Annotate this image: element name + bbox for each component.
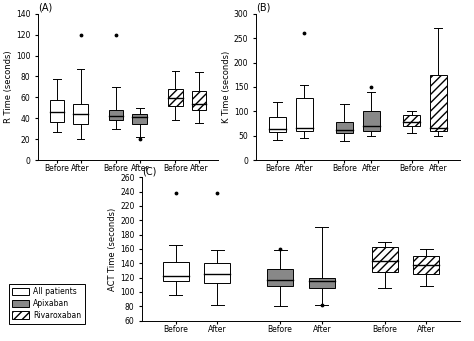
Bar bbox=[269, 117, 286, 132]
Bar bbox=[109, 110, 123, 120]
Text: (A): (A) bbox=[38, 3, 52, 13]
Bar bbox=[132, 114, 147, 123]
Y-axis label: K Time (seconds): K Time (seconds) bbox=[222, 51, 231, 123]
Bar bbox=[430, 75, 447, 131]
Bar bbox=[73, 104, 88, 123]
Text: (C): (C) bbox=[142, 166, 156, 177]
Bar bbox=[168, 89, 183, 106]
Bar bbox=[49, 100, 64, 121]
Bar bbox=[336, 122, 353, 133]
Bar bbox=[191, 91, 207, 110]
Y-axis label: ACT Time (seconds): ACT Time (seconds) bbox=[108, 207, 117, 291]
Bar bbox=[363, 112, 380, 131]
Bar bbox=[403, 115, 420, 126]
Bar bbox=[267, 269, 293, 286]
Bar bbox=[413, 256, 439, 274]
Text: (B): (B) bbox=[256, 3, 270, 13]
Bar bbox=[163, 262, 189, 281]
Bar bbox=[309, 278, 335, 288]
Y-axis label: R Time (seconds): R Time (seconds) bbox=[4, 51, 13, 123]
Bar bbox=[296, 98, 312, 131]
Legend: All patients, Apixaban, Rivaroxaban: All patients, Apixaban, Rivaroxaban bbox=[9, 284, 85, 324]
Bar bbox=[204, 263, 230, 283]
Bar bbox=[372, 248, 398, 272]
